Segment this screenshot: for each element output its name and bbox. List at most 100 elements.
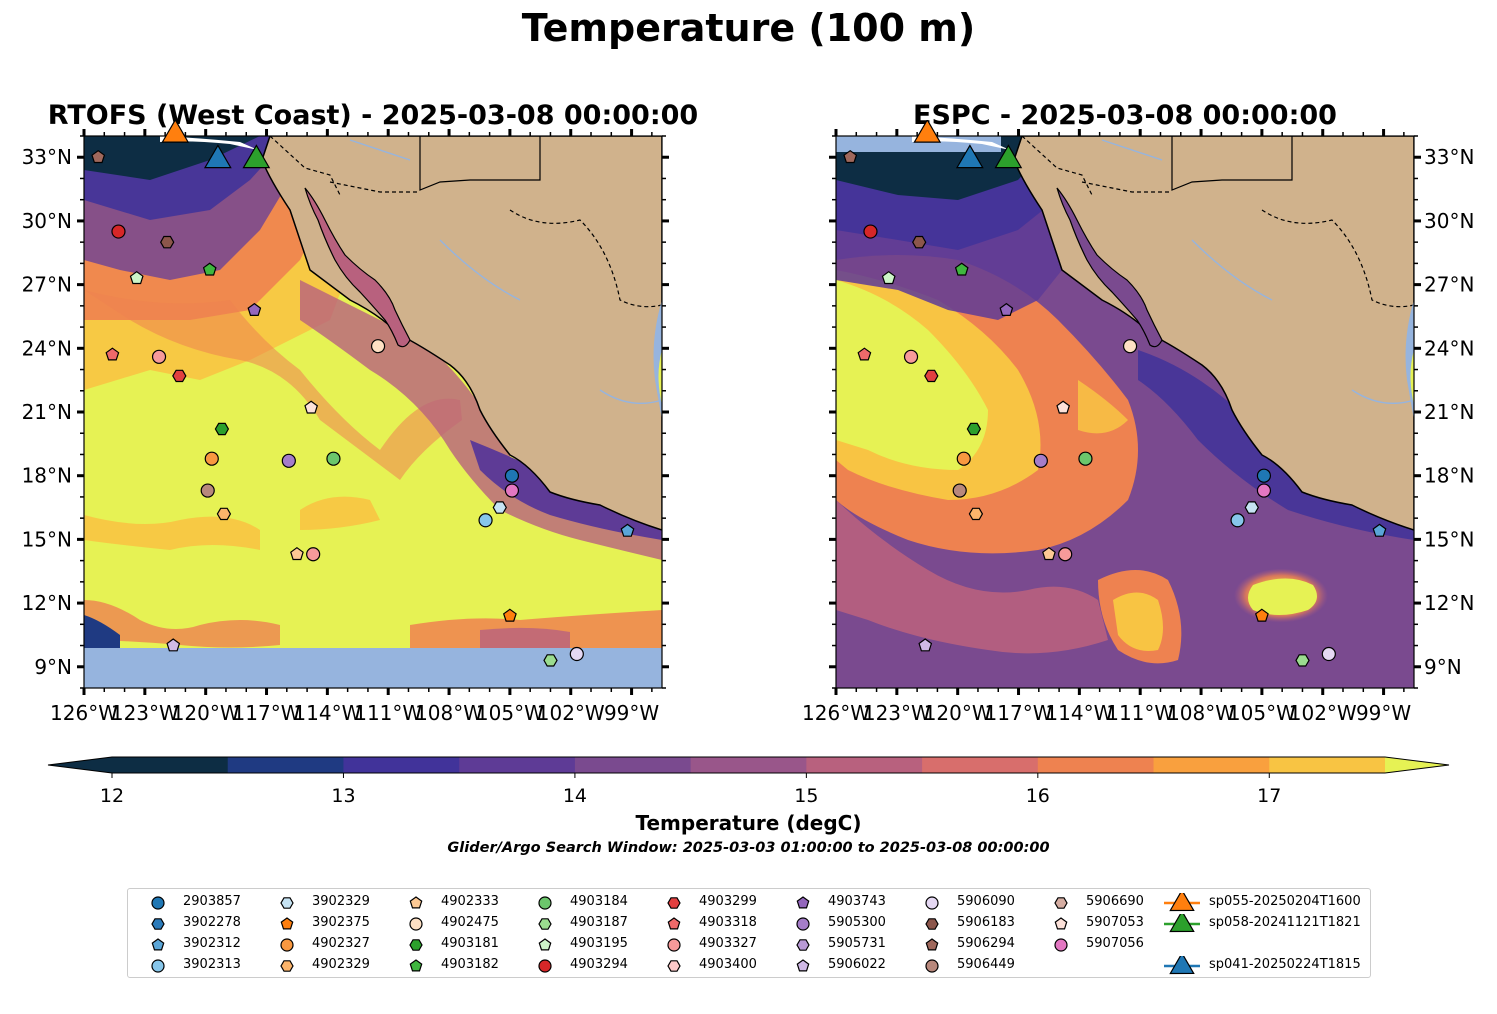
rtofs-map: 33°N 30°N 27°N 24°N 21°N 18°N 15°N 12°N 9°N 126°W… <box>22 120 669 725</box>
legend-label: 3902313 <box>183 957 241 972</box>
station-hexagon-marker <box>172 369 187 383</box>
circle-marker-icon <box>280 938 294 952</box>
legend-label: 4902333 <box>441 894 499 909</box>
station-hexagon-marker <box>492 501 507 514</box>
station-pentagon-marker <box>105 347 120 361</box>
colorbar-segment <box>1269 757 1386 773</box>
station-hexagon-marker <box>216 507 232 521</box>
colorbar-tick-label: 17 <box>1257 785 1281 807</box>
station-hexagon-marker <box>1295 654 1310 667</box>
lat-tick-label: 18°N <box>1424 464 1474 488</box>
station-pentagon-marker <box>999 302 1014 316</box>
station-hexagon-marker <box>160 235 175 249</box>
station-hexagon-marker <box>924 369 939 383</box>
station-pentagon-marker <box>202 262 217 276</box>
station-circle-marker <box>326 451 341 466</box>
colorbar-segment <box>806 757 923 773</box>
legend-label: 5906449 <box>957 957 1015 972</box>
circle-marker-icon <box>151 896 165 910</box>
legend-label: 3902278 <box>183 915 241 930</box>
lat-tick-label: 27°N <box>1424 273 1474 297</box>
colorbar-segment <box>1037 757 1155 773</box>
legend-label: sp058-20241121T1821 <box>1209 915 1361 930</box>
station-circle-marker <box>111 224 126 239</box>
pentagon-marker-icon <box>796 896 810 909</box>
legend-label: sp041-20250224T1815 <box>1209 957 1361 972</box>
hexagon-marker-icon <box>667 960 681 972</box>
station-pentagon-marker <box>129 270 144 285</box>
lon-tick-label: 126°W <box>50 701 118 725</box>
legend-label: 4903318 <box>699 915 757 930</box>
pentagon-marker-icon <box>538 938 552 951</box>
circle-marker-icon <box>925 896 939 910</box>
station-triangle-marker <box>203 144 232 169</box>
circle-marker-icon <box>667 938 681 952</box>
legend-label: 4902329 <box>312 957 370 972</box>
colorbar-segment <box>1153 757 1270 773</box>
station-pentagon-marker <box>290 546 304 561</box>
circle-marker-icon <box>538 959 552 973</box>
lon-tick-label: 102°W <box>537 701 605 725</box>
circle-marker-icon <box>151 959 165 973</box>
lon-tick-label: 111°W <box>354 701 422 725</box>
station-pentagon-marker <box>1056 400 1071 414</box>
triangle-marker-icon <box>1169 893 1195 912</box>
lat-tick-label: 9°N <box>1424 655 1462 679</box>
pentagon-marker-icon <box>925 938 939 951</box>
colorbar-segment <box>922 757 1039 773</box>
lat-tick-label: 9°N <box>34 655 72 679</box>
lon-tick-label: 99°W <box>1356 701 1411 725</box>
hexagon-marker-icon <box>667 897 681 909</box>
legend-label: 4903743 <box>828 894 886 909</box>
lat-tick-label: 15°N <box>1424 527 1474 551</box>
legend-label: 2903857 <box>183 894 241 909</box>
colorbar-segment <box>112 757 229 773</box>
station-hexagon-marker <box>912 235 927 249</box>
legend-label: 4903195 <box>570 936 628 951</box>
lat-tick-label: 24°N <box>22 336 72 360</box>
espc-map: 33°N 30°N 27°N 24°N 21°N 18°N 15°N 12°N 9°N 126°W… <box>802 120 1474 725</box>
espc-markers <box>843 120 1387 667</box>
station-pentagon-marker <box>1372 523 1387 537</box>
circle-marker-icon <box>538 896 552 910</box>
legend-label: 3902312 <box>183 936 241 951</box>
station-triangle-marker <box>161 120 190 143</box>
pentagon-marker-icon <box>409 959 423 972</box>
lon-tick-label: 114°W <box>1045 701 1113 725</box>
station-hexagon-marker <box>1244 501 1259 514</box>
station-pentagon-marker <box>91 149 106 164</box>
hexagon-marker-icon <box>151 918 165 930</box>
hexagon-marker-icon <box>538 918 552 930</box>
hexagon-marker-icon <box>280 960 294 972</box>
station-circle-marker <box>1256 468 1272 483</box>
colorbar-ticks: 12 13 14 15 16 17 <box>100 773 1281 807</box>
legend-label: 4903184 <box>570 894 628 909</box>
pentagon-marker-icon <box>796 959 810 972</box>
lon-tick-label: 123°W <box>111 701 179 725</box>
station-circle-marker <box>370 339 386 354</box>
circle-marker-icon <box>796 917 810 931</box>
legend-label: 5907056 <box>1086 936 1144 951</box>
station-triangle-marker <box>242 144 271 169</box>
station-pentagon-marker <box>1042 546 1056 561</box>
legend-label: sp055-20250204T1600 <box>1209 894 1361 909</box>
circle-marker-icon <box>538 959 552 973</box>
colorbar-segment <box>574 757 692 773</box>
legend-label: 5906090 <box>957 894 1015 909</box>
lat-tick-label: 27°N <box>22 273 72 297</box>
station-pentagon-marker <box>247 302 262 316</box>
pentagon-marker-icon <box>667 917 681 930</box>
hexagon-marker-icon <box>667 897 681 909</box>
legend-label: 3902375 <box>312 915 370 930</box>
station-circle-marker <box>151 349 167 364</box>
station-pentagon-marker <box>954 262 969 276</box>
lon-tick-label: 108°W <box>1167 701 1235 725</box>
colorbar-segment <box>690 757 807 773</box>
station-circle-marker <box>1033 453 1048 468</box>
station-pentagon-marker <box>1254 608 1269 622</box>
lon-tick-label: 99°W <box>604 701 659 725</box>
espc-axes: 33°N 30°N 27°N 24°N 21°N 18°N 15°N 12°N 9°N 126°W… <box>802 129 1474 725</box>
lon-tick-label: 111°W <box>1106 701 1174 725</box>
lon-tick-label: 105°W <box>476 701 544 725</box>
hexagon-marker-icon <box>409 939 423 951</box>
